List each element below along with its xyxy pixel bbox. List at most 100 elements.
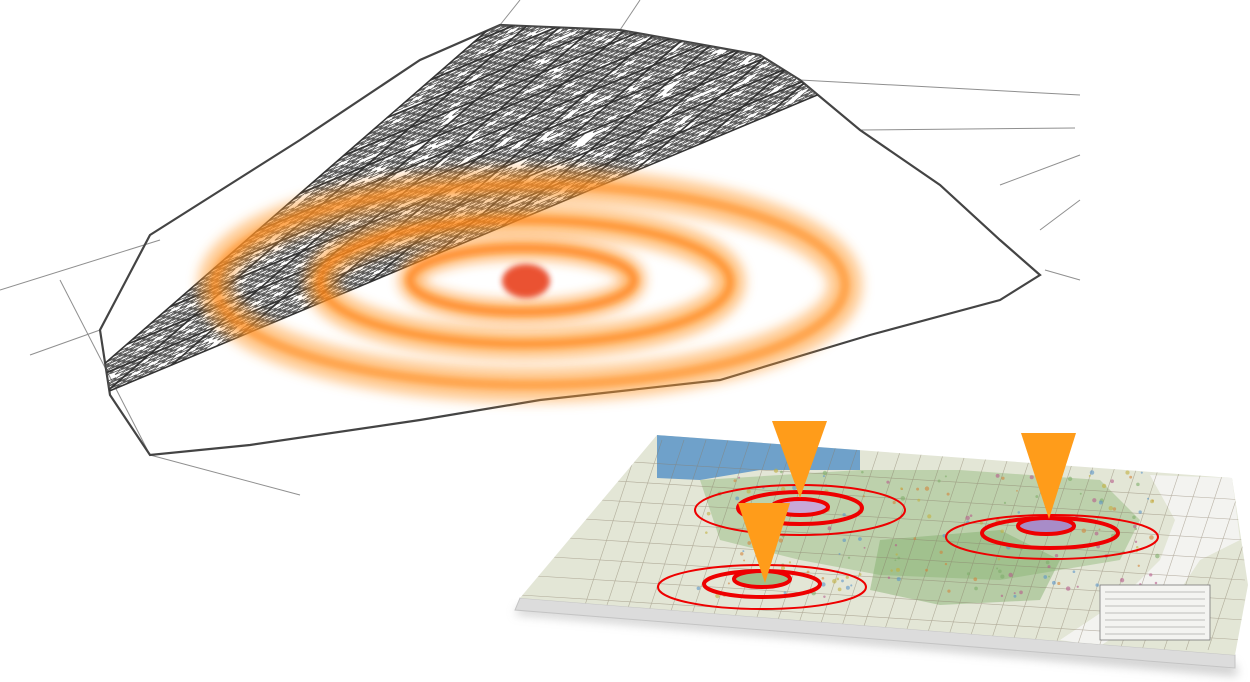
city-block [358,169,373,178]
city-block [826,0,839,4]
city-block [880,25,895,27]
city-block [602,25,617,26]
city-block [826,60,841,69]
city-block [535,114,550,124]
city-block [531,152,546,162]
city-block [893,8,906,16]
city-block [707,34,722,43]
city-block [339,275,354,284]
city-block [661,25,676,29]
city-block [531,62,546,72]
city-block [546,110,561,119]
city-block [634,92,649,102]
city-block [723,30,738,39]
city-block [719,94,734,103]
city-block [842,56,857,66]
city-block [651,108,666,117]
city-block [938,9,951,17]
city-block [471,130,486,139]
city-block [909,25,924,32]
city-block [663,14,676,22]
city-block [502,148,517,157]
city-block [715,67,730,77]
city-block [689,69,704,79]
city-block [583,122,598,132]
city-block [862,34,877,43]
city-block [100,368,104,378]
city-block [451,133,466,142]
city-block [667,0,680,3]
city-block [334,165,349,174]
city-block [710,25,725,31]
city-block [144,365,159,374]
city-block [550,136,565,146]
city-block [753,29,768,38]
city-block [611,127,626,137]
city-block [543,14,556,22]
city-block [279,297,294,306]
city-block [558,54,573,63]
city-block [675,3,688,11]
city-block [732,57,747,67]
city-block [810,0,823,8]
city-block [567,81,582,91]
city-block [593,98,608,108]
city-block [821,59,836,69]
city-block [750,3,763,11]
city-block [493,56,508,65]
city-block [561,151,576,160]
city-block [494,95,509,104]
city-block [885,25,900,28]
city-block [879,5,892,13]
city-block [648,75,663,85]
city-block [477,40,492,50]
city-block [325,227,340,237]
city-block [160,316,175,325]
city-block [63,397,76,405]
city-block [703,52,718,62]
city-block [168,349,183,359]
city-block [594,9,607,17]
city-block [621,39,636,48]
city-block [410,248,425,257]
city-block [567,25,582,26]
city-block [611,0,624,7]
city-block [195,341,210,350]
city-block [584,71,599,81]
city-block [472,85,487,94]
city-block [673,73,688,83]
city-block [909,4,922,12]
city-block [378,256,393,265]
city-block [874,4,887,12]
city-block [100,388,109,398]
city-block [591,130,606,140]
city-block [679,10,692,18]
city-block [734,115,749,125]
city-block [260,294,275,303]
city-block [659,7,672,15]
city-block [727,101,742,111]
outer-road [799,79,1081,96]
city-block [386,154,401,163]
city-block [480,157,495,166]
city-block [798,30,813,39]
city-block [152,353,167,362]
city-block [672,0,685,4]
city-block [852,0,865,2]
city-block [616,128,631,137]
city-block [628,53,643,62]
city-block [364,144,379,153]
city-block [242,284,257,294]
city-block [158,328,173,338]
city-block [686,127,701,136]
city-block [649,69,664,79]
city-block [712,16,725,24]
city-block [645,68,660,78]
city-block [604,49,619,58]
city-block [521,3,534,11]
city-block [525,25,540,32]
city-block [803,30,818,40]
city-block [812,0,825,2]
city-block [191,314,206,324]
city-block [845,25,860,28]
